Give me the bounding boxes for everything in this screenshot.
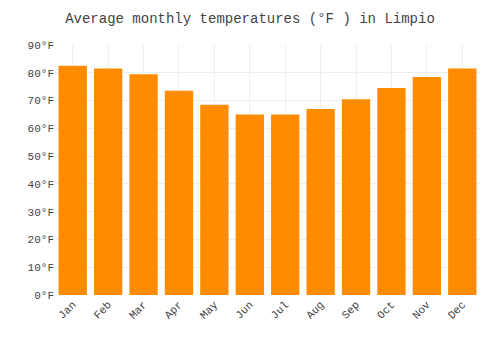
- svg-text:90°F: 90°F: [28, 40, 54, 52]
- svg-text:80°F: 80°F: [28, 68, 54, 80]
- svg-text:20°F: 20°F: [28, 234, 54, 246]
- svg-text:Jan: Jan: [56, 299, 78, 321]
- svg-text:Average monthly temperatures (: Average monthly temperatures (°F ) in Li…: [65, 11, 435, 27]
- svg-text:60°F: 60°F: [28, 123, 54, 135]
- svg-text:May: May: [198, 299, 221, 322]
- svg-text:Jul: Jul: [269, 299, 291, 321]
- svg-text:10°F: 10°F: [28, 262, 54, 274]
- svg-text:Apr: Apr: [162, 299, 184, 321]
- svg-text:Aug: Aug: [304, 299, 326, 321]
- svg-text:Nov: Nov: [410, 299, 433, 322]
- svg-text:40°F: 40°F: [28, 179, 54, 191]
- svg-text:Sep: Sep: [340, 299, 362, 321]
- svg-text:30°F: 30°F: [28, 207, 54, 219]
- svg-text:50°F: 50°F: [28, 151, 54, 163]
- svg-text:70°F: 70°F: [28, 95, 54, 107]
- svg-text:Feb: Feb: [92, 299, 114, 321]
- svg-text:Oct: Oct: [375, 299, 397, 321]
- svg-text:Mar: Mar: [127, 299, 149, 321]
- svg-text:0°F: 0°F: [34, 290, 54, 302]
- svg-text:Dec: Dec: [446, 299, 468, 321]
- svg-text:Jun: Jun: [233, 299, 255, 321]
